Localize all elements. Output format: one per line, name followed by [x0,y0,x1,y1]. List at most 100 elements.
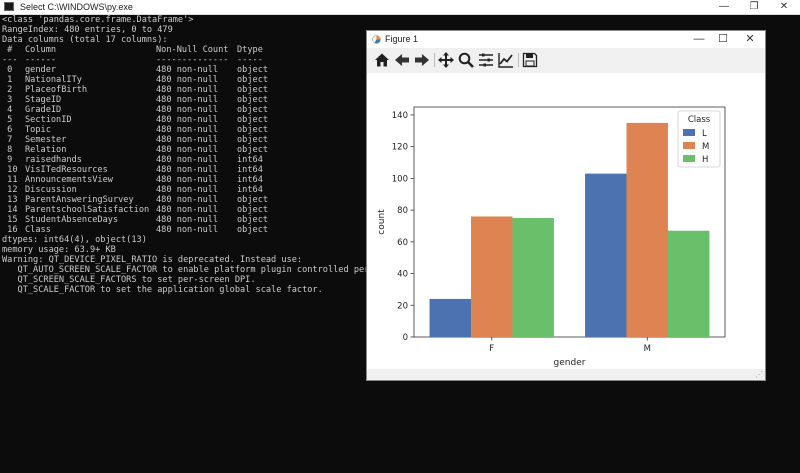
column-index: 15 [2,215,18,225]
console-titlebar: Select C:\WINDOWS\py.exe — ❐ ✕ [0,0,800,15]
column-index: 9 [2,155,13,165]
column-name: Column [25,45,57,55]
legend-box [677,110,721,168]
dtype: object [237,145,269,155]
console-minimize-button[interactable]: — [719,1,729,12]
pan-icon[interactable] [437,51,455,69]
console-line: QT_SCALE_FACTOR to set the application g… [2,285,323,295]
column-index: 6 [2,125,13,135]
dtype: int64 [237,155,263,165]
non-null-count: 480 non-null [156,215,219,225]
legend-label: H [702,155,708,165]
dtype: object [237,95,269,105]
y-tick-label: 140 [392,111,408,121]
column-index: 8 [2,145,13,155]
dtype: object [237,135,269,145]
home-icon[interactable] [373,51,391,69]
column-info-row: 12 Discussion 480 non-null int64 [2,185,302,195]
x-tick-label: F [489,344,494,354]
column-name: SectionID [25,115,72,125]
dtype: object [237,105,269,115]
y-axis-label: count [377,209,387,235]
dtype: int64 [237,185,263,195]
column-info-row: 6 Topic 480 non-null object [2,125,302,135]
column-info-row: 15 StudentAbsenceDays 480 non-null object [2,215,302,225]
non-null-count: 480 non-null [156,115,219,125]
non-null-count: 480 non-null [156,65,219,75]
column-name: Relation [25,145,67,155]
legend-swatch-L [683,129,695,136]
column-index: 2 [2,85,13,95]
console-output[interactable]: <class 'pandas.core.frame.DataFrame'> Ran… [0,15,800,473]
column-info-row: 13 ParentAnsweringSurvey 480 non-null objec… [2,195,302,205]
column-info-row: 8 Relation 480 non-null object [2,145,302,155]
y-tick-label: 20 [397,301,408,311]
column-name: raisedhands [25,155,82,165]
y-tick-label: 40 [397,270,408,280]
bar-F-M [471,216,513,337]
column-info-row: 1 NationalITy 480 non-null object [2,75,302,85]
dtype: object [237,75,269,85]
column-name: Topic [25,125,51,135]
figure-close-button[interactable]: ✕ [745,33,755,45]
column-name: AnnouncementsView [25,175,113,185]
y-tick-label: 100 [392,174,408,184]
back-arrow-icon[interactable] [393,51,411,69]
forward-arrow-icon[interactable] [413,51,431,69]
figure-window: Figure 1 — ☐ ✕ F M 0 20 40 60 [366,30,766,381]
figure-titlebar: Figure 1 — ☐ ✕ [367,31,765,48]
columns-rule: --- ------ -------------- ----- [2,55,302,65]
non-null-count: 480 non-null [156,155,219,165]
column-index: 5 [2,115,13,125]
figure-maximize-button[interactable]: ☐ [718,33,728,45]
console-window-title: Select C:\WINDOWS\py.exe [20,2,133,12]
console-line: memory usage: 63.9+ KB [2,245,116,255]
console-maximize-button[interactable]: ❐ [749,1,759,12]
legend-swatch-M [683,142,695,149]
figure-canvas[interactable]: F M 0 20 40 60 80 100 120 140 gender count Class L M H [367,73,765,369]
non-null-count: 480 non-null [156,195,219,205]
zoom-icon[interactable] [457,51,475,69]
bar-M-H [667,230,710,337]
column-info-row: 2 PlaceofBirth 480 non-null object [2,85,302,95]
y-tick-label: 80 [397,206,408,216]
column-index: 11 [2,175,18,185]
dtype: object [237,115,269,125]
column-name: StageID [25,95,62,105]
column-index: 13 [2,195,18,205]
subplots-icon[interactable] [477,51,495,69]
x-tick-label: M [644,344,651,354]
console-line: Data columns (total 17 columns): [2,35,168,45]
dtype: object [237,125,269,135]
non-null-count: -------------- [156,55,229,65]
edit-axis-icon[interactable] [497,51,515,69]
console-line: <class 'pandas.core.frame.DataFrame'> [2,15,194,25]
dtype: int64 [237,175,263,185]
column-index: 14 [2,205,18,215]
bar-M-L [585,173,627,337]
non-null-count: 480 non-null [156,145,219,155]
plot-frame [413,106,726,338]
column-name: VisITedResources [25,165,108,175]
console-line: RangeIndex: 480 entries, 0 to 479 [2,25,173,35]
y-tick-label: 60 [397,238,408,248]
save-icon[interactable] [521,51,539,69]
dtype: object [237,65,269,75]
non-null-count: 480 non-null [156,125,219,135]
bar-F-H [512,218,554,337]
resize-grip-icon[interactable]: ⋰ [755,370,763,379]
y-tick-label: 120 [392,143,408,153]
legend-label: L [702,129,707,139]
dtype: object [237,225,269,235]
console-close-button[interactable]: ✕ [779,1,789,12]
column-info-row: 3 StageID 480 non-null object [2,95,302,105]
console-app-icon [4,2,14,11]
figure-minimize-button[interactable]: — [693,33,705,45]
column-name: gender [25,65,57,75]
column-name: NationalITy [25,75,82,85]
figure-window-title: Figure 1 [385,34,419,44]
column-index: 7 [2,135,13,145]
column-index: 12 [2,185,18,195]
column-index: 4 [2,105,13,115]
